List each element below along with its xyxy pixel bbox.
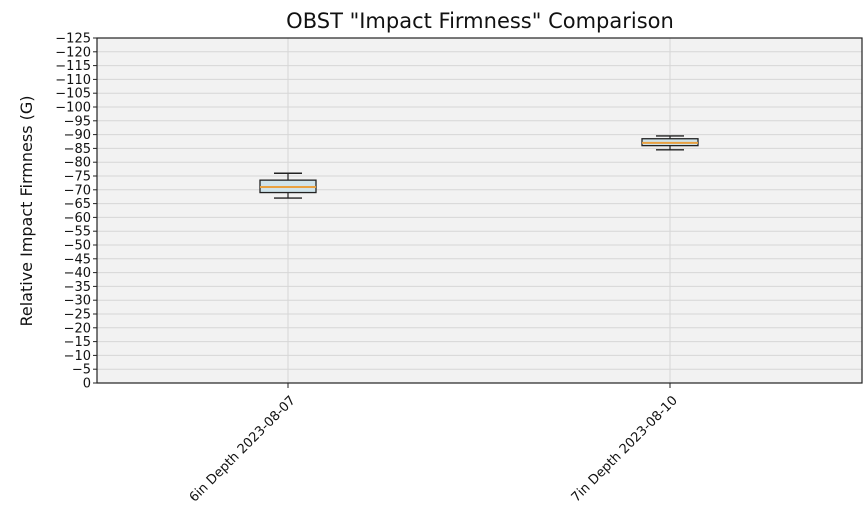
y-tick-label: −75 xyxy=(64,170,91,185)
x-tick-label: 7in Depth 2023-08-10 xyxy=(569,393,681,505)
y-tick-label: −95 xyxy=(64,114,91,129)
y-tick-label: −105 xyxy=(55,87,91,102)
x-axis-ticks: 6in Depth 2023-08-07 7in Depth 2023-08-10 xyxy=(187,383,681,505)
y-tick-label: −115 xyxy=(55,59,91,74)
y-tick-label: −10 xyxy=(64,349,91,364)
y-tick-label: −15 xyxy=(64,335,91,350)
y-tick-label: −5 xyxy=(72,363,91,378)
y-tick-label: −20 xyxy=(64,321,91,336)
y-axis-ticks: 0−5−10−15−20−25−30−35−40−45−50−55−60−65−… xyxy=(55,32,97,392)
y-tick-label: −25 xyxy=(64,308,91,323)
y-tick-label: −80 xyxy=(64,156,91,171)
x-tick-label: 6in Depth 2023-08-07 xyxy=(187,393,299,505)
y-axis-label: Relative Impact Firmness (G) xyxy=(17,95,36,326)
y-tick-label: −55 xyxy=(64,225,91,240)
y-tick-label: −90 xyxy=(64,128,91,143)
y-tick-label: −120 xyxy=(55,45,91,60)
chart-title: OBST "Impact Firmness" Comparison xyxy=(286,9,674,33)
y-tick-label: −35 xyxy=(64,280,91,295)
y-tick-label: −60 xyxy=(64,211,91,226)
plot-area xyxy=(97,38,862,383)
y-tick-label: −110 xyxy=(55,73,91,88)
box-plots xyxy=(259,135,699,199)
y-tick-label: −40 xyxy=(64,266,91,281)
plot-frame xyxy=(96,37,863,384)
y-tick-label: −50 xyxy=(64,239,91,254)
y-tick-label: −85 xyxy=(64,142,91,157)
y-tick-label: −70 xyxy=(64,183,91,198)
y-tick-label: −100 xyxy=(55,101,91,116)
y-tick-label: −125 xyxy=(55,32,91,47)
y-tick-label: −45 xyxy=(64,252,91,267)
y-tick-label: −30 xyxy=(64,294,91,309)
y-tick-label: −65 xyxy=(64,197,91,212)
box-plot-2 xyxy=(641,135,699,151)
box-plot-1 xyxy=(259,172,317,199)
grid-lines xyxy=(97,37,862,384)
y-tick-label: 0 xyxy=(83,377,91,392)
